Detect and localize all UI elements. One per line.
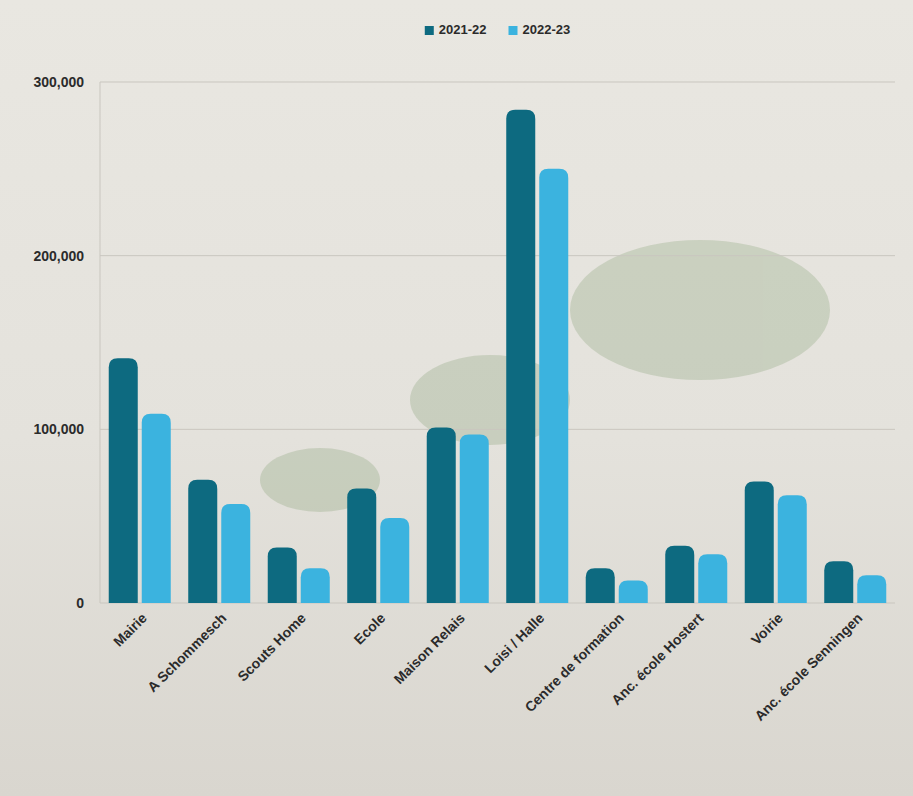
x-tick-label: Scouts Home [234, 610, 309, 685]
x-tick-label: A Schommesch [144, 610, 229, 695]
grid-line [100, 603, 895, 604]
legend-label: 2022-23 [523, 22, 571, 37]
x-tick-label: Mairie [110, 610, 150, 650]
y-tick-label: 100,000 [33, 421, 84, 437]
y-tick-label: 0 [76, 595, 84, 611]
chart: 0 100,000 200,000 300,000 MairieA Schommesch… [0, 0, 913, 796]
bar [857, 575, 886, 603]
grid-line [100, 429, 895, 430]
x-tick-label: Maison Relais [391, 610, 468, 687]
bar [460, 435, 489, 603]
bar [539, 169, 568, 603]
bar [698, 554, 727, 603]
bar [188, 480, 217, 603]
x-tick-label: Ecole [351, 610, 389, 648]
grid [100, 82, 895, 603]
bar [380, 518, 409, 603]
bar [427, 428, 456, 603]
legend: 2021-22 2022-23 [425, 22, 570, 37]
bar [745, 481, 774, 603]
x-tick-label: Anc. école Senningen [751, 610, 865, 724]
bar [586, 568, 615, 603]
legend-swatch [425, 26, 434, 35]
y-tick-label: 300,000 [33, 74, 84, 90]
bar [301, 568, 330, 603]
bar [665, 546, 694, 603]
bar [778, 495, 807, 603]
bar [221, 504, 250, 603]
legend-label: 2021-22 [439, 22, 487, 37]
bar [619, 580, 648, 603]
legend-item: 2021-22 [425, 22, 487, 37]
series-0 [109, 110, 854, 603]
bars [109, 110, 887, 603]
grid-line [100, 255, 895, 256]
x-tick-label: Anc. école Hostert [608, 610, 706, 708]
bar [824, 561, 853, 603]
x-axis: MairieA SchommeschScouts Home EcoleMaison… [110, 610, 865, 724]
y-tick-label: 200,000 [33, 248, 84, 264]
legend-item: 2022-23 [509, 22, 571, 37]
bar [347, 488, 376, 603]
x-tick-label: Loisi / Halle [481, 610, 547, 676]
bar [142, 414, 171, 603]
grid-line [100, 82, 895, 83]
legend-swatch [509, 26, 518, 35]
bar [506, 110, 535, 603]
series-1 [142, 169, 887, 603]
bar [268, 547, 297, 603]
tree-blur [570, 240, 830, 380]
x-tick-label: Voirie [748, 610, 786, 648]
bar [109, 358, 138, 603]
y-axis: 0 100,000 200,000 300,000 [33, 74, 100, 611]
y-axis-line [100, 82, 101, 603]
